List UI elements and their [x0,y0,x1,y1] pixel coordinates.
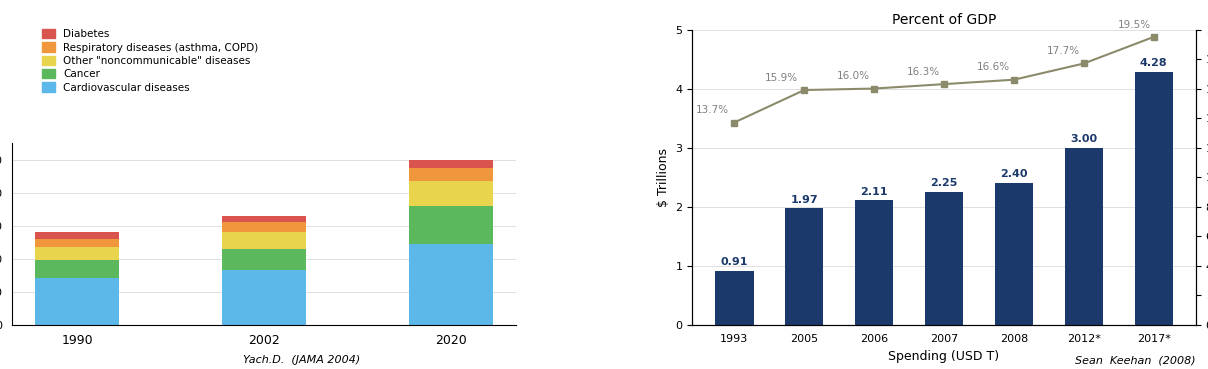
Bar [35,239,120,247]
Text: 2.11: 2.11 [860,187,888,197]
Bar [408,168,493,181]
Text: 17.7%: 17.7% [1046,46,1080,56]
Text: 2.25: 2.25 [930,178,958,188]
Bar [994,183,1033,325]
Text: 19.5%: 19.5% [1117,20,1151,30]
Bar [222,270,306,325]
Bar [222,216,306,223]
Bar [715,271,754,325]
Bar [855,200,894,325]
Bar [408,181,493,206]
Bar [1064,148,1103,325]
Bar [785,208,824,325]
Bar [35,247,120,260]
Title: Percent of GDP: Percent of GDP [892,13,997,27]
Bar [35,260,120,279]
Text: 0.91: 0.91 [720,258,748,268]
Text: 15.9%: 15.9% [765,73,798,83]
Bar [1134,72,1173,325]
Text: 4.28: 4.28 [1140,58,1168,69]
Bar [35,279,120,325]
X-axis label: Spending (USD T): Spending (USD T) [888,350,999,363]
Bar [925,192,963,325]
Bar [408,159,493,168]
Bar [222,223,306,232]
Y-axis label: $ Trillions: $ Trillions [657,148,669,207]
Bar [222,232,306,249]
Text: 16.3%: 16.3% [906,67,940,77]
Text: Sean  Keehan  (2008): Sean Keehan (2008) [1075,355,1196,365]
Text: 3.00: 3.00 [1070,134,1097,144]
Text: 13.7%: 13.7% [696,105,728,115]
Bar [222,249,306,270]
Text: 16.6%: 16.6% [976,62,1010,72]
Text: 1.97: 1.97 [790,195,818,205]
Bar [408,244,493,325]
Legend: Diabetes, Respiratory diseases (asthma, COPD), Other "noncommunicable" diseases,: Diabetes, Respiratory diseases (asthma, … [42,29,259,93]
Bar [408,206,493,244]
Text: Yach.D.  (JAMA 2004): Yach.D. (JAMA 2004) [243,355,361,365]
Text: 16.0%: 16.0% [837,71,870,81]
Text: 2.40: 2.40 [1000,169,1028,179]
Bar [35,232,120,239]
